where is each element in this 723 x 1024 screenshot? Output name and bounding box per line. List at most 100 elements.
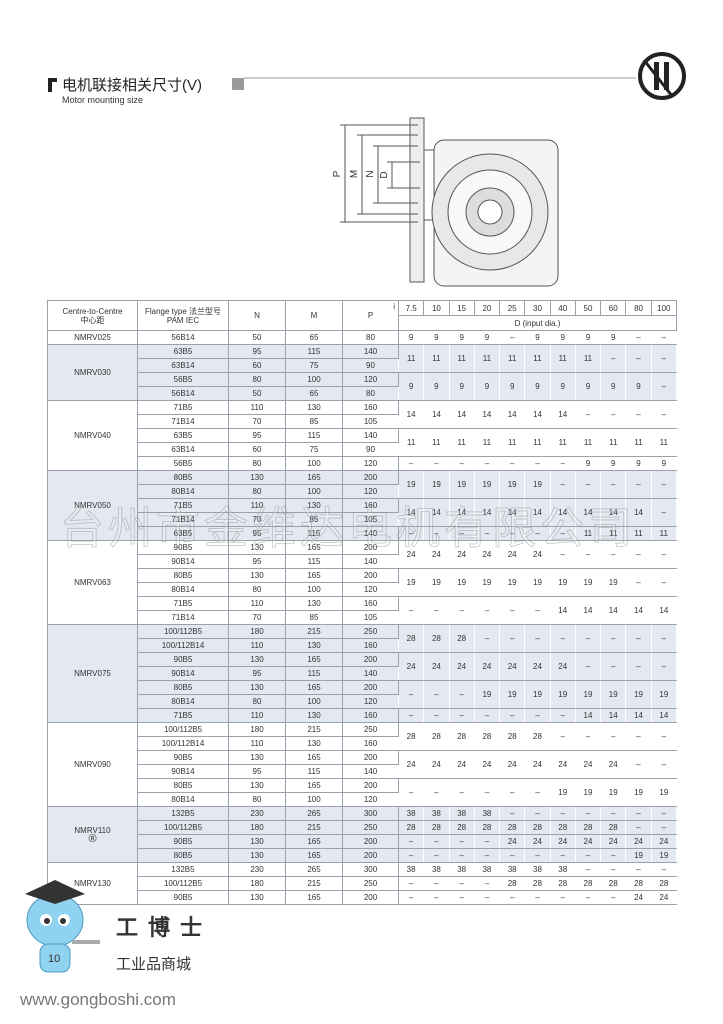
n-cell: 80: [228, 484, 286, 499]
d-cell: 9: [550, 330, 576, 345]
model-cell: NMRV075: [47, 624, 138, 723]
n-cell: 70: [228, 610, 286, 625]
d-cell: –: [423, 680, 450, 709]
m-cell: 130: [285, 638, 343, 653]
d-cell: 11: [575, 344, 601, 373]
m-cell: 215: [285, 876, 343, 891]
d-cell: 24: [398, 652, 424, 681]
d-cell: –: [524, 778, 551, 807]
d-cell: 28: [575, 876, 601, 891]
flange-cell: 100/112B5: [137, 624, 229, 639]
d-cell: 24: [474, 540, 500, 569]
brand-sub: 工业品商城: [116, 956, 192, 973]
m-cell: 75: [285, 358, 343, 373]
flange-cell: 90B14: [137, 666, 229, 681]
n-cell: 130: [228, 652, 286, 667]
d-cell: 11: [600, 428, 626, 457]
title-icon: [48, 78, 52, 92]
header-text: i: [393, 302, 395, 311]
d-cell: –: [651, 568, 677, 597]
d-cell: –: [524, 456, 551, 471]
d-cell: 38: [499, 862, 525, 877]
flange-cell: 100/112B5: [137, 876, 229, 891]
m-cell: 100: [285, 694, 343, 709]
table-row: 63B5 95 115 140– – – – – – –11 11 11 11: [48, 526, 677, 541]
d-cell: –: [600, 624, 626, 653]
d-cell: 19: [398, 568, 424, 597]
d-cell: 9: [474, 372, 500, 401]
page-number: 10: [48, 953, 61, 965]
d-cell: 24: [600, 834, 626, 849]
p-cell: 90: [342, 358, 399, 373]
p-cell: 250: [342, 876, 399, 891]
model-group: NMRV050 80B5 130 165 200 19 19 19 19 19 19– – – – –80B…: [47, 470, 677, 541]
d-cell: 24: [524, 834, 551, 849]
model-name: NMRV050: [74, 501, 111, 510]
header-row: Centre-to-Centre 中心距 Flange type 法兰型号 PAM …: [47, 300, 678, 331]
table-row: 100/112B14 110 130 160: [48, 638, 677, 653]
p-cell: 140: [342, 428, 399, 443]
model-group: NMRV130 132B5 230 265 300 38 38 38 38 38 38 38– – – –1…: [47, 862, 677, 905]
flange-cell: 100/112B14: [137, 736, 229, 751]
table-head: Centre-to-Centre 中心距 Flange type 法兰型号 PAM …: [47, 300, 678, 331]
flange-cell: 80B14: [137, 484, 229, 499]
d-cell: 14: [575, 498, 601, 527]
n-cell: 80: [228, 582, 286, 597]
dim-label: N: [365, 170, 376, 177]
d-cell: 19: [524, 568, 551, 597]
d-cell: 19: [423, 568, 450, 597]
n-cell: 70: [228, 414, 286, 429]
d-cell: 19: [625, 680, 652, 709]
p-cell: 105: [342, 414, 399, 429]
d-cell: 24: [575, 750, 601, 779]
d-cell: –: [449, 890, 475, 905]
p-cell: 120: [342, 582, 399, 597]
flange-cell: 80B14: [137, 694, 229, 709]
p-cell: 105: [342, 610, 399, 625]
d-cell: 24: [474, 750, 500, 779]
p-cell: 200: [342, 652, 399, 667]
d-cell: 14: [600, 708, 626, 723]
p-cell: 160: [342, 638, 399, 653]
d-cell: –: [423, 596, 450, 625]
d-cell: 11: [423, 428, 450, 457]
d-cell: –: [550, 526, 576, 541]
d-cell: 24: [651, 834, 677, 849]
table-row: NMRV030 63B5 95 115 140 11 11 11 11 11 11 11 11– – –: [47, 344, 677, 401]
d-cell: 11: [600, 526, 626, 541]
d-cell: 19: [423, 470, 450, 499]
m-cell: 85: [285, 610, 343, 625]
ratio-header: 20: [473, 300, 501, 316]
flange-cell: 90B5: [137, 652, 229, 667]
d-cell: 9: [600, 372, 626, 401]
m-cell: 75: [285, 442, 343, 457]
d-cell: 19: [550, 568, 576, 597]
flange-cell: 71B14: [137, 512, 229, 527]
model-group: NMRV040 71B5 110 130 160 14 14 14 14 14 14 14– – – –71…: [47, 400, 677, 471]
d-cell: –: [398, 680, 424, 709]
p-cell: 120: [342, 694, 399, 709]
p-cell: 80: [342, 330, 399, 345]
flange-cell: 56B14: [137, 386, 229, 401]
flange-cell: 90B5: [137, 890, 229, 905]
flange-cell: 90B14: [137, 764, 229, 779]
flange-cell: 63B14: [137, 442, 229, 457]
d-cell: 19: [550, 778, 576, 807]
p-cell: 140: [342, 344, 399, 359]
d-cell: 19: [499, 568, 525, 597]
d-cell: 24: [550, 652, 576, 681]
n-cell: 180: [228, 876, 286, 891]
subtitle: Motor mounting size: [62, 95, 144, 105]
d-cell: –: [499, 806, 525, 821]
p-cell: 250: [342, 722, 399, 737]
p-cell: 90: [342, 442, 399, 457]
flange-cell: 132B5: [137, 806, 229, 821]
table-row: 90B14 95 115 140: [48, 666, 677, 681]
d-cell: 14: [474, 498, 500, 527]
ratio-header: 100: [650, 300, 678, 316]
dimension-table: Centre-to-Centre 中心距 Flange type 法兰型号 PAM …: [47, 300, 678, 905]
d-cell: –: [651, 498, 677, 527]
table-row: 80B5 130 165 200 19 19 19 19 19 19 19 19 19– –: [48, 568, 677, 597]
d-cell: 14: [651, 596, 677, 625]
header-cell: Centre-to-Centre 中心距: [47, 300, 138, 331]
